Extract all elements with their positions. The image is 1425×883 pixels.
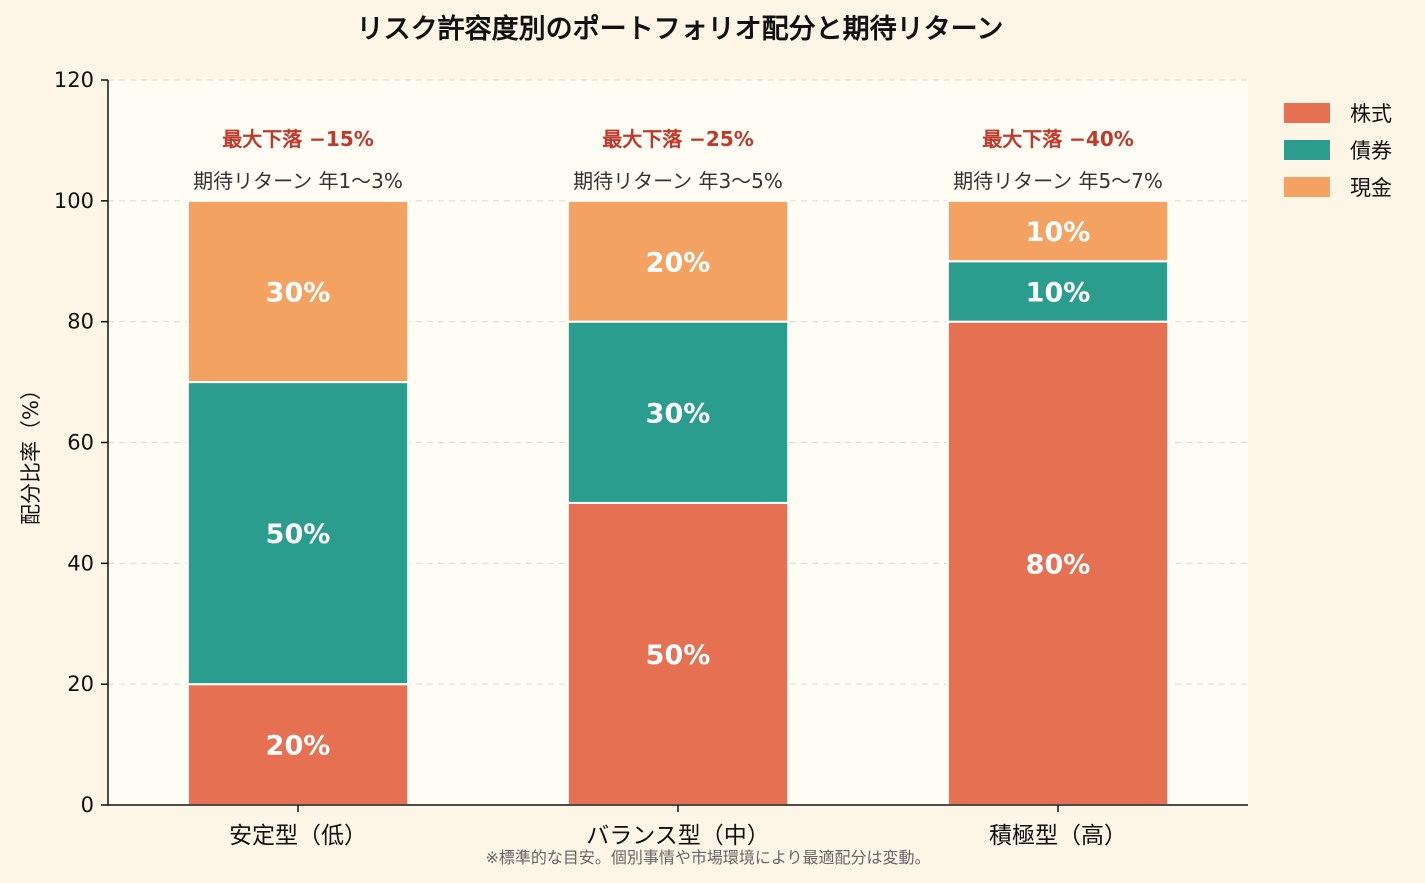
legend-swatch (1284, 103, 1330, 123)
bar-segment (566, 320, 790, 504)
y-tick-label: 0 (81, 793, 94, 817)
annotations: 最大下落 −15% 期待リターン 年1〜3% 最大下落 −25% 期待リターン 年3〜… (193, 127, 1163, 193)
bar-value-label: 10% (1026, 217, 1091, 248)
chart-title: リスク許容度別のポートフォリオ配分と期待リターン (357, 13, 1004, 45)
max-drawdown-label: 最大下落 −40% (982, 127, 1134, 151)
legend-label: 株式 (1350, 102, 1392, 126)
max-drawdown-label: 最大下落 −15% (222, 127, 374, 151)
bar-segment (186, 199, 410, 384)
bar-value-label: 30% (266, 277, 331, 308)
bar-value-label: 10% (1026, 277, 1091, 308)
bar-value-label: 20% (646, 247, 711, 278)
expected-return-label: 期待リターン 年5〜7% (953, 169, 1163, 193)
bar-value-label: 50% (266, 519, 331, 550)
bar-segment (566, 199, 790, 323)
x-category-label: バランス型（中） (586, 823, 770, 849)
expected-return-label: 期待リターン 年1〜3% (193, 169, 403, 193)
bar-segment (946, 199, 1170, 263)
y-tick-label: 100 (54, 189, 94, 213)
bar-value-label: 80% (1026, 549, 1091, 580)
bar-segment (946, 260, 1170, 323)
bar-segment (186, 381, 410, 686)
bar-segment (566, 501, 790, 806)
bar-value-label: 50% (646, 640, 711, 671)
y-tick-label: 120 (54, 68, 94, 92)
y-tick-label: 40 (67, 551, 94, 575)
bar-value-label: 30% (646, 398, 711, 429)
legend-label: 現金 (1350, 176, 1392, 200)
legend-swatch (1284, 140, 1330, 160)
bars: 20% 50% 30% 50% 30% 20% 80% 10% 10% (186, 199, 1170, 807)
y-tick-label: 60 (67, 431, 94, 455)
y-axis-label: 配分比率（%） (19, 379, 43, 525)
x-category-label: 積極型（高） (989, 823, 1127, 849)
ticks: 0 20 40 60 80 100 120 安定型（低） バランス型（中） 積極型（高） (54, 68, 1127, 849)
expected-return-label: 期待リターン 年3〜5% (573, 169, 783, 193)
legend-label: 債券 (1350, 139, 1392, 163)
bar-segment (946, 320, 1170, 806)
legend-swatch (1284, 177, 1330, 197)
footnote: ※標準的な目安。個別事情や市場環境により最適配分は変動。 (485, 848, 930, 867)
x-category-label: 安定型（低） (229, 823, 367, 849)
max-drawdown-label: 最大下落 −25% (602, 127, 754, 151)
y-tick-label: 20 (67, 672, 94, 696)
y-tick-label: 80 (67, 310, 94, 334)
bar-value-label: 20% (266, 731, 331, 762)
